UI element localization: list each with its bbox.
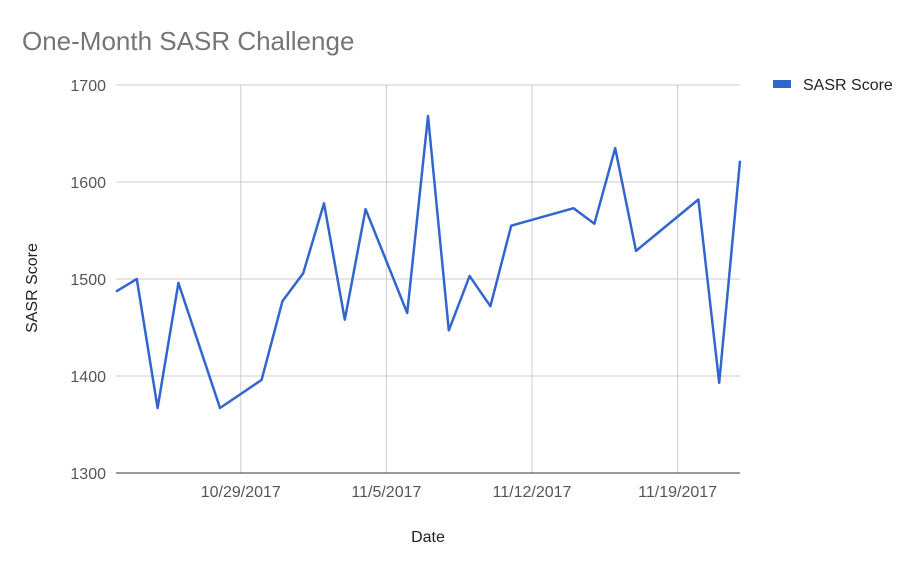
x-tick-label: 11/5/2017 [351, 484, 421, 501]
y-tick-label: 1500 [70, 272, 106, 289]
legend-swatch [773, 80, 791, 88]
y-tick-label: 1300 [70, 466, 106, 483]
vertical-gridlines [240, 85, 679, 473]
legend: SASR Score [773, 77, 893, 94]
series-line-sasr-score [115, 114, 742, 410]
x-axis-tick-labels: 10/29/2017 11/5/2017 11/12/2017 11/19/2017 [201, 484, 717, 501]
y-axis-title: SASR Score [24, 243, 41, 333]
legend-label: SASR Score [803, 77, 893, 94]
y-tick-label: 1600 [70, 175, 106, 192]
chart-title: One-Month SASR Challenge [22, 26, 354, 56]
horizontal-gridlines [116, 84, 740, 377]
y-axis-tick-labels: 1300 1400 1500 1600 1700 [70, 78, 106, 483]
x-axis-title: Date [411, 529, 445, 546]
y-tick-label: 1400 [70, 369, 106, 386]
y-tick-label: 1700 [70, 78, 106, 95]
x-tick-label: 11/12/2017 [493, 484, 572, 501]
x-tick-label: 10/29/2017 [201, 484, 281, 501]
x-tick-label: 11/19/2017 [638, 484, 717, 501]
